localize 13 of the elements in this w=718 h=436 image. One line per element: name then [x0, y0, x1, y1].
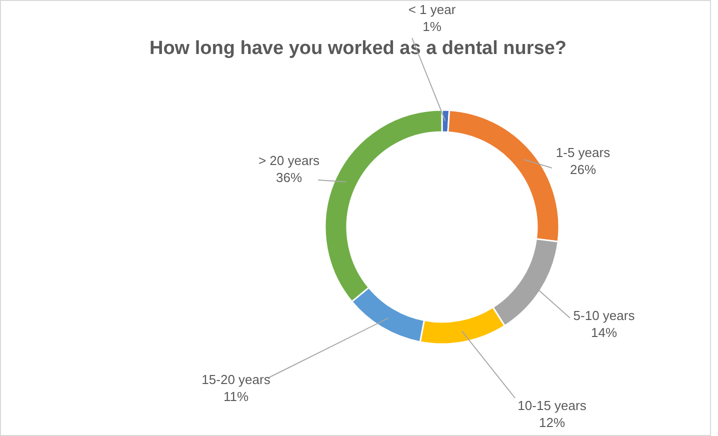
data-label: 1%	[422, 19, 442, 34]
text: How long have you worked as a dental nurse?	[149, 38, 567, 59]
data-label: 36%	[276, 170, 302, 185]
data-label: 26%	[570, 162, 596, 177]
slice-label: 15-20 years	[202, 372, 271, 387]
slice-label: < 1 year	[408, 2, 456, 17]
slice-label: 10-15 years	[518, 398, 587, 413]
slice-label: 5-10 years	[573, 308, 636, 323]
data-label: 14%	[590, 325, 618, 340]
slice-label: 1-5 years	[556, 145, 611, 160]
data-label: 12%	[538, 415, 566, 430]
slice-label: > 20 years	[258, 153, 320, 168]
data-label: 11%	[223, 389, 249, 404]
